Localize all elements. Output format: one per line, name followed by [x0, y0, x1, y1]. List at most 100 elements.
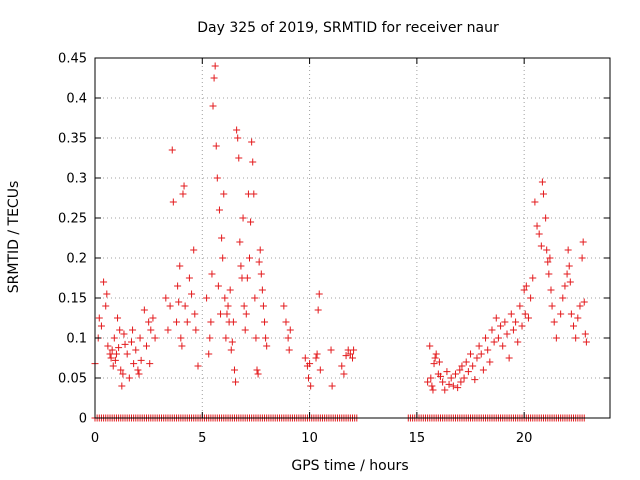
data-point	[531, 198, 539, 206]
data-point	[230, 366, 238, 374]
data-point	[115, 344, 123, 352]
data-point	[429, 386, 437, 394]
grid-layer	[95, 58, 610, 418]
y-tick-label: 0	[79, 412, 87, 427]
data-point	[250, 190, 258, 198]
data-point	[194, 362, 202, 370]
data-point	[535, 230, 543, 238]
data-point	[229, 318, 237, 326]
data-point	[544, 258, 552, 266]
data-point	[256, 246, 264, 254]
data-point	[143, 342, 150, 350]
data-point	[109, 362, 117, 370]
data-point	[426, 342, 434, 350]
data-point	[439, 378, 447, 386]
data-point	[576, 302, 584, 310]
data-point	[305, 374, 313, 382]
data-point	[120, 330, 128, 338]
data-point	[234, 134, 242, 142]
data-point	[247, 218, 255, 226]
data-point	[134, 366, 142, 374]
data-point	[428, 382, 436, 390]
data-point	[236, 238, 244, 246]
data-point	[181, 302, 189, 310]
data-point	[307, 382, 315, 390]
data-point	[254, 370, 262, 378]
data-point	[217, 310, 225, 318]
data-point	[312, 354, 320, 362]
data-point	[206, 334, 214, 342]
data-point	[561, 282, 569, 290]
data-point	[176, 262, 184, 270]
data-point	[212, 142, 220, 150]
data-point	[213, 174, 221, 182]
data-point	[464, 368, 472, 376]
data-point	[572, 334, 580, 342]
data-point	[224, 302, 232, 310]
data-point	[349, 354, 356, 362]
data-point	[557, 310, 565, 318]
data-point	[539, 190, 547, 198]
y-tick-label: 0.35	[58, 132, 87, 147]
data-point	[512, 318, 520, 326]
data-point	[108, 346, 116, 354]
data-point	[223, 310, 231, 318]
data-point	[240, 302, 248, 310]
data-point	[529, 274, 537, 282]
data-point	[130, 360, 138, 368]
data-point	[97, 322, 105, 330]
data-point	[581, 330, 589, 338]
data-point	[462, 358, 470, 366]
data-point	[521, 310, 529, 318]
data-point	[116, 326, 124, 334]
data-point	[235, 154, 243, 162]
data-point	[458, 362, 466, 370]
data-point	[190, 246, 198, 254]
data-point	[430, 360, 438, 368]
data-point	[188, 290, 196, 298]
data-point	[125, 374, 133, 382]
data-point	[185, 274, 193, 282]
data-point	[232, 378, 240, 386]
data-point	[263, 342, 271, 350]
data-point	[95, 314, 103, 322]
data-point	[328, 382, 336, 390]
data-point	[475, 342, 483, 350]
data-point	[233, 126, 241, 134]
data-point	[501, 318, 509, 326]
data-point	[471, 376, 479, 384]
chart-title: Day 325 of 2019, SRMTID for receiver nau…	[197, 20, 499, 36]
data-point	[550, 318, 558, 326]
y-tick-label: 0.05	[58, 372, 87, 387]
data-point	[285, 346, 293, 354]
data-point	[226, 286, 234, 294]
x-tick-label: 15	[409, 431, 426, 446]
data-point	[286, 326, 294, 334]
data-point	[100, 278, 108, 286]
data-point	[228, 338, 236, 346]
data-point	[497, 322, 505, 330]
data-point	[137, 356, 145, 364]
data-point	[503, 330, 511, 338]
data-point	[579, 238, 587, 246]
data-point	[313, 350, 321, 358]
data-point	[507, 310, 515, 318]
data-point	[431, 354, 439, 362]
data-point	[284, 334, 292, 342]
data-point	[520, 286, 528, 294]
data-point	[215, 206, 223, 214]
data-point	[445, 380, 453, 388]
data-point	[129, 326, 137, 334]
data-point	[567, 310, 575, 318]
data-point	[301, 354, 309, 362]
data-point	[509, 326, 517, 334]
x-tick-label: 5	[198, 431, 206, 446]
data-point	[180, 182, 188, 190]
data-point	[315, 290, 323, 298]
data-point	[538, 178, 546, 186]
data-point	[570, 322, 578, 330]
data-point	[255, 258, 263, 266]
data-point	[205, 350, 213, 358]
data-point	[114, 314, 122, 322]
